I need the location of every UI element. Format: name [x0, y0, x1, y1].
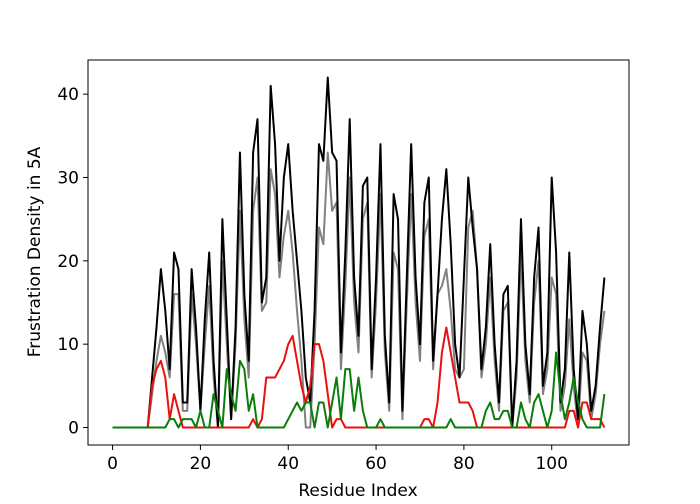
series-line [112, 76, 606, 429]
x-tick-label: 80 [453, 454, 475, 474]
x-tick-label: 40 [277, 454, 299, 474]
x-tick-label: 0 [107, 454, 118, 474]
y-tick-label: 10 [57, 335, 79, 355]
y-tick-label: 0 [68, 419, 79, 439]
x-tick-label: 60 [365, 454, 387, 474]
y-tick-label: 30 [57, 169, 79, 189]
y-axis-label: Frustration Density in 5A [25, 146, 45, 357]
y-tick-label: 40 [57, 85, 79, 105]
plot-frame [87, 59, 630, 446]
x-tick-label: 100 [535, 454, 567, 474]
series-line [112, 326, 606, 429]
series-line [112, 351, 606, 429]
y-tick-label: 20 [57, 252, 79, 272]
x-tick-label: 20 [190, 454, 212, 474]
x-axis-label: Residue Index [298, 481, 417, 500]
